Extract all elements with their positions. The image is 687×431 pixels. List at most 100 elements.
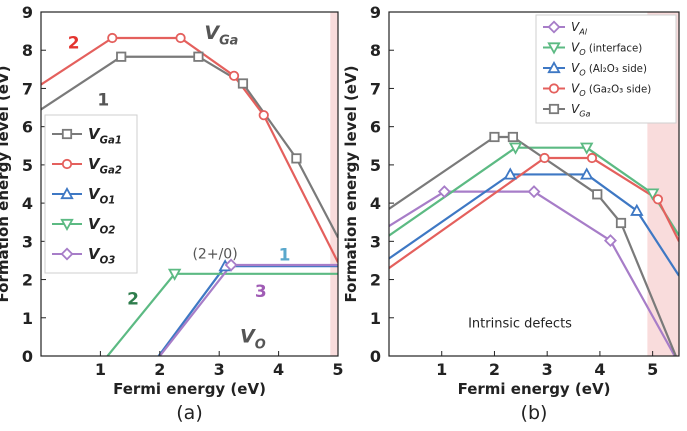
x-tick-label: 2 xyxy=(489,360,500,379)
label-subscript: O xyxy=(579,47,586,57)
x-axis-label: Fermi energy (eV) xyxy=(458,380,611,398)
x-tick-label: 3 xyxy=(214,360,225,379)
label-tail: (Ga₂O₃ side) xyxy=(586,84,652,95)
data-point xyxy=(258,110,269,121)
chart-annotation: 2 xyxy=(127,289,139,309)
data-point xyxy=(580,167,594,180)
y-tick-label: 4 xyxy=(22,194,33,213)
y-tick-label: 2 xyxy=(22,271,33,290)
label-subscript: Ga1 xyxy=(100,135,122,146)
panel-label: (a) xyxy=(176,402,202,424)
x-tick-label: 3 xyxy=(542,360,553,379)
plot-area xyxy=(389,131,679,356)
legend-marker xyxy=(547,42,561,55)
data-point xyxy=(116,51,127,62)
y-tick-label: 2 xyxy=(370,271,381,290)
data-point xyxy=(503,167,517,180)
label-main: V xyxy=(88,125,101,143)
label-main: V xyxy=(88,155,101,173)
label-main: V xyxy=(571,81,580,95)
plot-frame xyxy=(40,11,339,357)
y-tick-label: 9 xyxy=(370,3,381,22)
y-tick-label: 7 xyxy=(370,79,381,98)
series-line xyxy=(41,36,338,263)
series-line xyxy=(41,55,338,239)
data-point xyxy=(107,32,118,44)
data-point xyxy=(237,78,249,89)
chart-annotation: Intrinsic defects xyxy=(468,316,572,331)
y-tick-label: 1 xyxy=(22,309,33,328)
x-tick-label: 2 xyxy=(154,360,165,379)
chart-annotation: VO xyxy=(240,326,266,353)
y-tick-label: 0 xyxy=(370,347,381,366)
label-tail: (interface) xyxy=(586,43,643,54)
label-subscript: Ga xyxy=(579,108,590,118)
data-point xyxy=(228,70,240,81)
y-tick-label: 9 xyxy=(22,3,33,22)
series-line xyxy=(106,272,338,356)
chart-annotation: (2+/0) xyxy=(192,247,237,263)
plot-area xyxy=(41,32,338,356)
y-axis-label: Formation energy level (eV) xyxy=(0,66,12,303)
data-point xyxy=(592,189,603,200)
label-subscript: O1 xyxy=(100,195,116,206)
data-point xyxy=(437,185,451,199)
data-point xyxy=(489,131,500,143)
chart-annotation: 1 xyxy=(97,91,109,111)
data-point xyxy=(507,131,519,143)
label-main: V xyxy=(571,20,580,34)
shaded-band xyxy=(330,12,338,356)
plot-frame xyxy=(388,11,680,357)
y-tick-label: 1 xyxy=(370,309,381,328)
label-main: V xyxy=(571,40,580,54)
legend-label: VGa xyxy=(571,102,591,119)
label-tail: (Al₂O₃ side) xyxy=(586,64,647,75)
legend-marker xyxy=(60,218,74,232)
label-subscript: Ga2 xyxy=(100,165,122,176)
y-tick-label: 5 xyxy=(370,156,381,175)
y-tick-label: 6 xyxy=(22,118,33,137)
label-subscript: Al xyxy=(578,26,588,36)
chart-annotation: 3 xyxy=(255,282,267,302)
y-tick-label: 0 xyxy=(22,347,33,366)
y-tick-label: 7 xyxy=(22,79,33,98)
chart-panel-a: 0 1 2 3 4 5 6 7 8 9 1 2 3 4 5 Fermi energy (eV) Formatio… xyxy=(0,3,344,424)
legend-marker xyxy=(61,158,73,170)
series-line xyxy=(389,135,678,356)
label-main: V xyxy=(88,185,101,203)
label-main: V xyxy=(571,61,580,75)
label-subscript: O xyxy=(579,88,586,98)
x-tick-label: 5 xyxy=(647,360,658,379)
legend-label: VGa2 xyxy=(88,155,122,177)
legend-marker xyxy=(60,186,74,200)
x-tick-label: 1 xyxy=(95,360,106,379)
y-axis-label: Formation energy level (eV) xyxy=(342,66,360,303)
x-tick-label: 5 xyxy=(332,360,343,379)
legend-marker xyxy=(60,247,74,261)
data-point xyxy=(652,194,664,205)
data-point xyxy=(586,152,598,164)
y-tick-label: 3 xyxy=(22,232,33,251)
panel-label: (b) xyxy=(521,402,548,424)
legend-label: VO3 xyxy=(88,245,115,267)
data-point xyxy=(615,217,627,229)
chart-annotation: VGa xyxy=(204,22,238,49)
legend-label: VO2 xyxy=(88,215,115,237)
label-main: V xyxy=(88,215,101,233)
y-tick-label: 4 xyxy=(370,194,381,213)
legend-label: VO1 xyxy=(88,185,115,207)
data-point xyxy=(527,185,541,199)
legend-marker xyxy=(61,128,73,140)
label-main: V xyxy=(571,102,580,116)
data-point xyxy=(603,234,617,248)
data-point xyxy=(167,268,182,281)
label-subscript: Ga xyxy=(219,33,238,48)
legend-label: VGa1 xyxy=(88,125,122,147)
data-point xyxy=(580,142,594,155)
y-tick-label: 8 xyxy=(370,41,381,60)
legend-label: VO (Ga₂O₃ side) xyxy=(571,81,651,98)
x-tick-label: 1 xyxy=(436,360,447,379)
chart-annotation: 2 xyxy=(68,33,80,53)
x-tick-label: 4 xyxy=(273,360,284,379)
